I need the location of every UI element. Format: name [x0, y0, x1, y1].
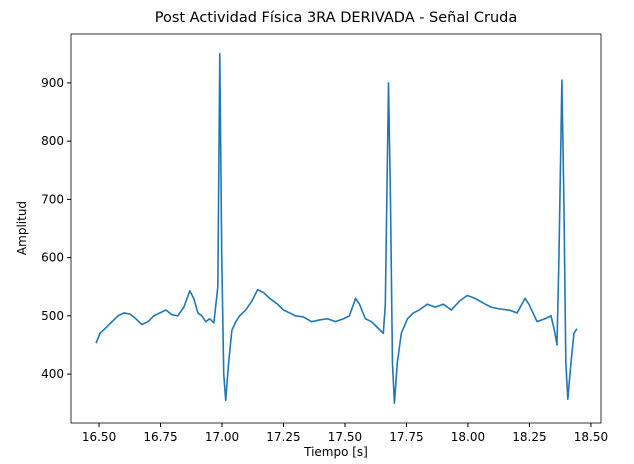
x-tick-label: 17.25	[266, 430, 300, 444]
y-tick-label: 900	[41, 76, 64, 90]
y-tick-label: 400	[41, 367, 64, 381]
x-tick-label: 18.00	[451, 430, 485, 444]
y-tick-label: 500	[41, 309, 64, 323]
x-tick-label: 17.75	[389, 430, 423, 444]
x-tick-label: 16.75	[143, 430, 177, 444]
chart-title: Post Actividad Física 3RA DERIVADA - Señ…	[155, 10, 518, 26]
y-tick-label: 600	[41, 251, 64, 265]
x-tick-label: 17.00	[205, 430, 239, 444]
y-tick-label: 800	[41, 134, 64, 148]
x-tick-label: 17.50	[328, 430, 362, 444]
x-tick-label: 18.50	[574, 430, 608, 444]
y-axis-label: Amplitud	[15, 201, 29, 255]
plot-frame	[70, 33, 602, 424]
x-tick-label: 16.50	[82, 430, 116, 444]
y-tick-label: 700	[41, 192, 64, 206]
line-series	[95, 53, 578, 404]
x-tick-label: 18.25	[512, 430, 546, 444]
x-axis-label: Tiempo [s]	[303, 445, 368, 459]
